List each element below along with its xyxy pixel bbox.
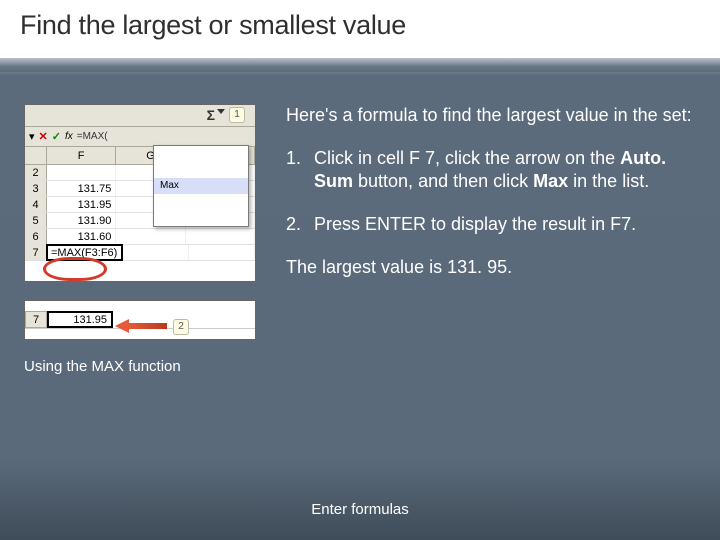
col-header: F xyxy=(47,147,116,164)
fx-icon: fx xyxy=(65,131,73,142)
step-2: 2. Press ENTER to display the result in … xyxy=(286,213,694,236)
callout-1: 1 xyxy=(229,107,245,123)
table-row: 7=MAX(F3:F6) xyxy=(25,245,255,261)
cell xyxy=(186,229,255,244)
cell xyxy=(122,245,188,260)
cell: 131.60 xyxy=(47,229,116,244)
row-header: 5 xyxy=(25,213,47,228)
screenshot-caption: Using the MAX function xyxy=(24,358,256,375)
intro-text: Here's a formula to find the largest val… xyxy=(286,104,694,127)
red-arrow-icon xyxy=(115,319,167,333)
t: Click in cell F 7, click the arrow on th… xyxy=(314,148,620,168)
step-text: Press ENTER to display the result in F7. xyxy=(314,214,636,234)
step-number: 2. xyxy=(286,213,301,236)
formula-text: =MAX( xyxy=(77,131,108,142)
title-wrap: Find the largest or smallest value xyxy=(0,0,720,58)
row-header: 7 xyxy=(25,311,47,328)
active-cell: =MAX(F3:F6) xyxy=(47,245,122,260)
menu-item-max: Max xyxy=(154,178,248,194)
row-header: 2 xyxy=(25,165,47,180)
callout-2: 2 xyxy=(173,319,189,335)
row-header: 4 xyxy=(25,197,47,212)
t: in the list. xyxy=(568,171,649,191)
result-cell: 131.95 xyxy=(47,311,113,328)
row-header: 3 xyxy=(25,181,47,196)
screenshot-2: 7 131.95 2 xyxy=(24,300,256,340)
row-header: 6 xyxy=(25,229,47,244)
footer-text: Enter formulas xyxy=(0,501,720,518)
cell: 131.95 xyxy=(47,197,116,212)
slide-title: Find the largest or smallest value xyxy=(20,10,720,41)
t: button, and then click xyxy=(353,171,533,191)
namebox-arrow-icon: ▾ xyxy=(29,130,35,143)
menu-item xyxy=(154,210,248,226)
screenshot-1: Σ 1 ▾ ✕ ✓ fx =MAX( F G H 2 3131.75 4131.… xyxy=(24,104,256,282)
cell xyxy=(47,165,116,180)
table-row: 6131.60 xyxy=(25,229,255,245)
left-column: Σ 1 ▾ ✕ ✓ fx =MAX( F G H 2 3131.75 4131.… xyxy=(24,104,256,375)
cell xyxy=(189,245,255,260)
menu-item xyxy=(154,146,248,162)
bold: Max xyxy=(533,171,568,191)
right-column: Here's a formula to find the largest val… xyxy=(286,104,694,299)
dropdown-arrow-icon xyxy=(217,109,225,117)
conclusion-text: The largest value is 131. 95. xyxy=(286,256,694,279)
step-number: 1. xyxy=(286,147,301,170)
autosum-menu: Max xyxy=(153,145,249,227)
corner-cell xyxy=(25,147,47,164)
cell: 131.75 xyxy=(47,181,116,196)
step-1: 1. Click in cell F 7, click the arrow on… xyxy=(286,147,694,193)
toolbar: Σ 1 xyxy=(25,105,255,127)
formula-bar: ▾ ✕ ✓ fx =MAX( xyxy=(25,127,255,147)
cell xyxy=(116,229,185,244)
menu-item xyxy=(154,194,248,210)
row-header: 7 xyxy=(25,245,47,260)
slide: Find the largest or smallest value Σ 1 ▾… xyxy=(0,0,720,540)
cell: 131.90 xyxy=(47,213,116,228)
enter-icon: ✓ xyxy=(52,130,61,143)
autosum-icon: Σ xyxy=(207,107,215,123)
menu-item xyxy=(154,162,248,178)
step-text: Click in cell F 7, click the arrow on th… xyxy=(314,148,666,191)
cancel-icon: ✕ xyxy=(39,130,48,143)
title-underline xyxy=(0,58,720,72)
